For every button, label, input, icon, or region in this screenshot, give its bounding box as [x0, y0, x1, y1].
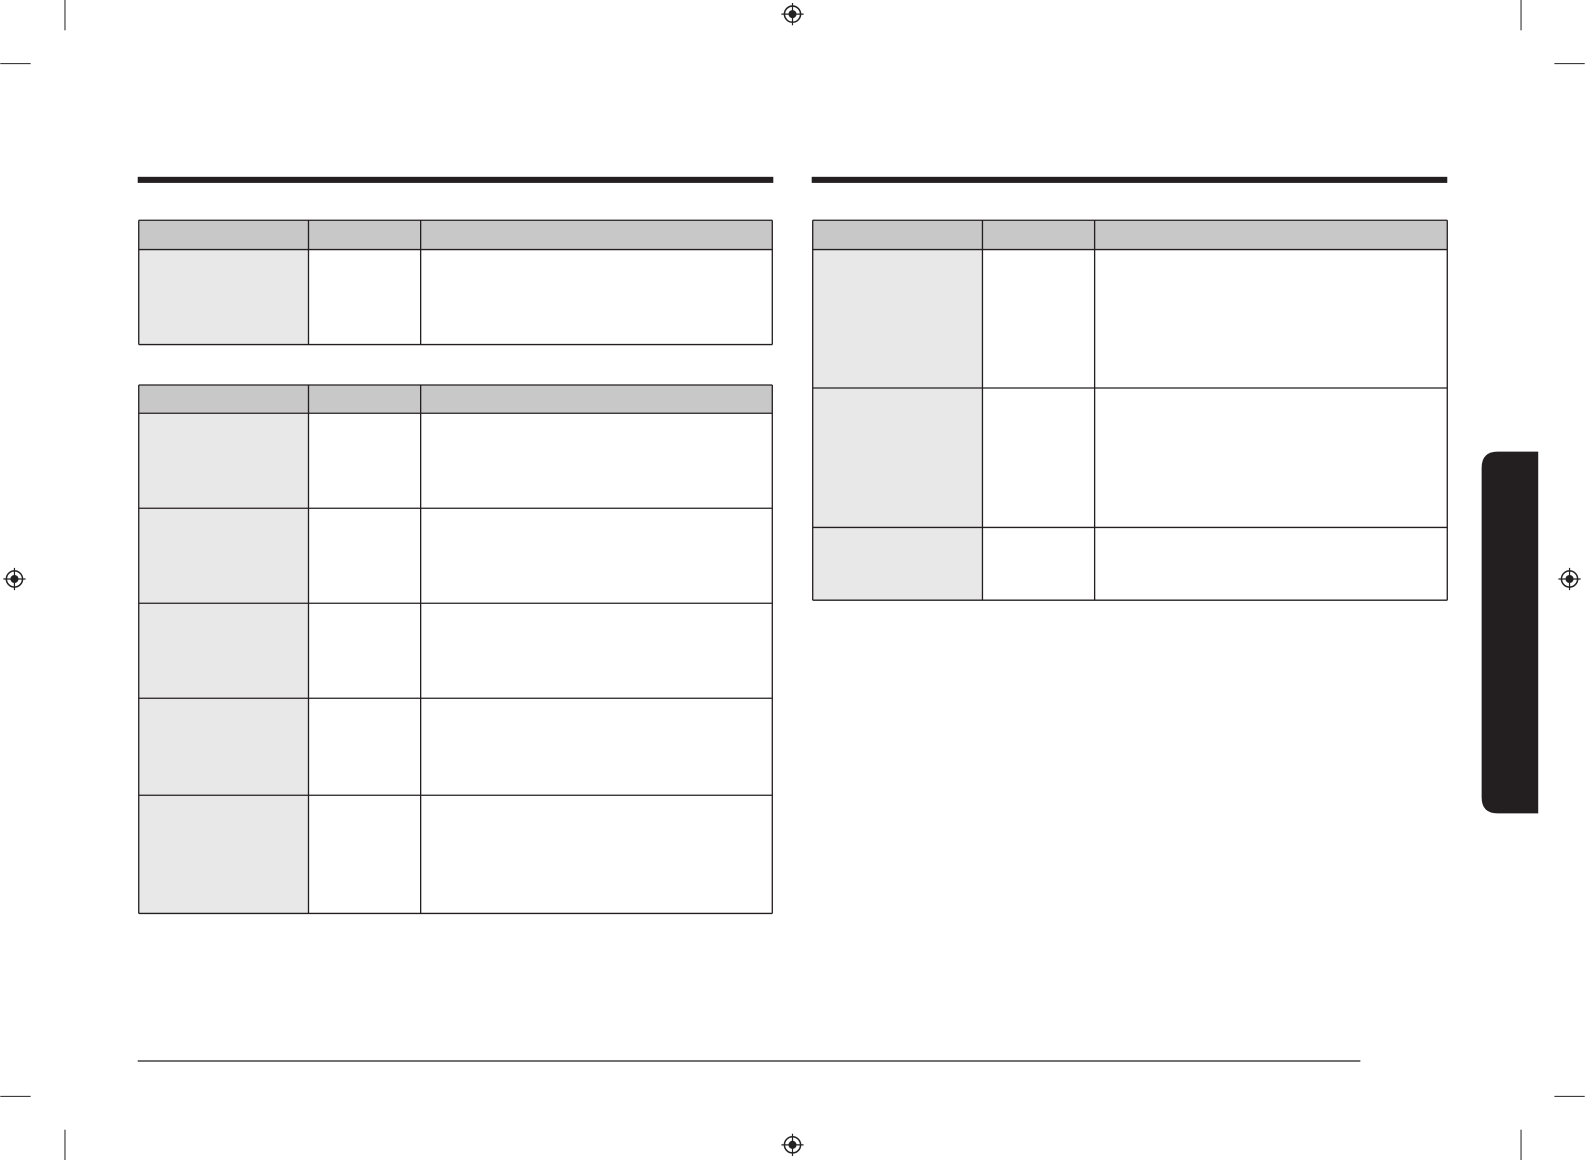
table-first-column [812, 249, 983, 601]
table-header [138, 220, 773, 250]
table-header [812, 220, 1448, 250]
section-bar [137, 176, 774, 183]
table-header [138, 384, 773, 414]
table-first-column [138, 413, 309, 914]
section-bar [811, 176, 1448, 183]
side-tab [1481, 451, 1539, 814]
table-first-column [138, 249, 309, 345]
